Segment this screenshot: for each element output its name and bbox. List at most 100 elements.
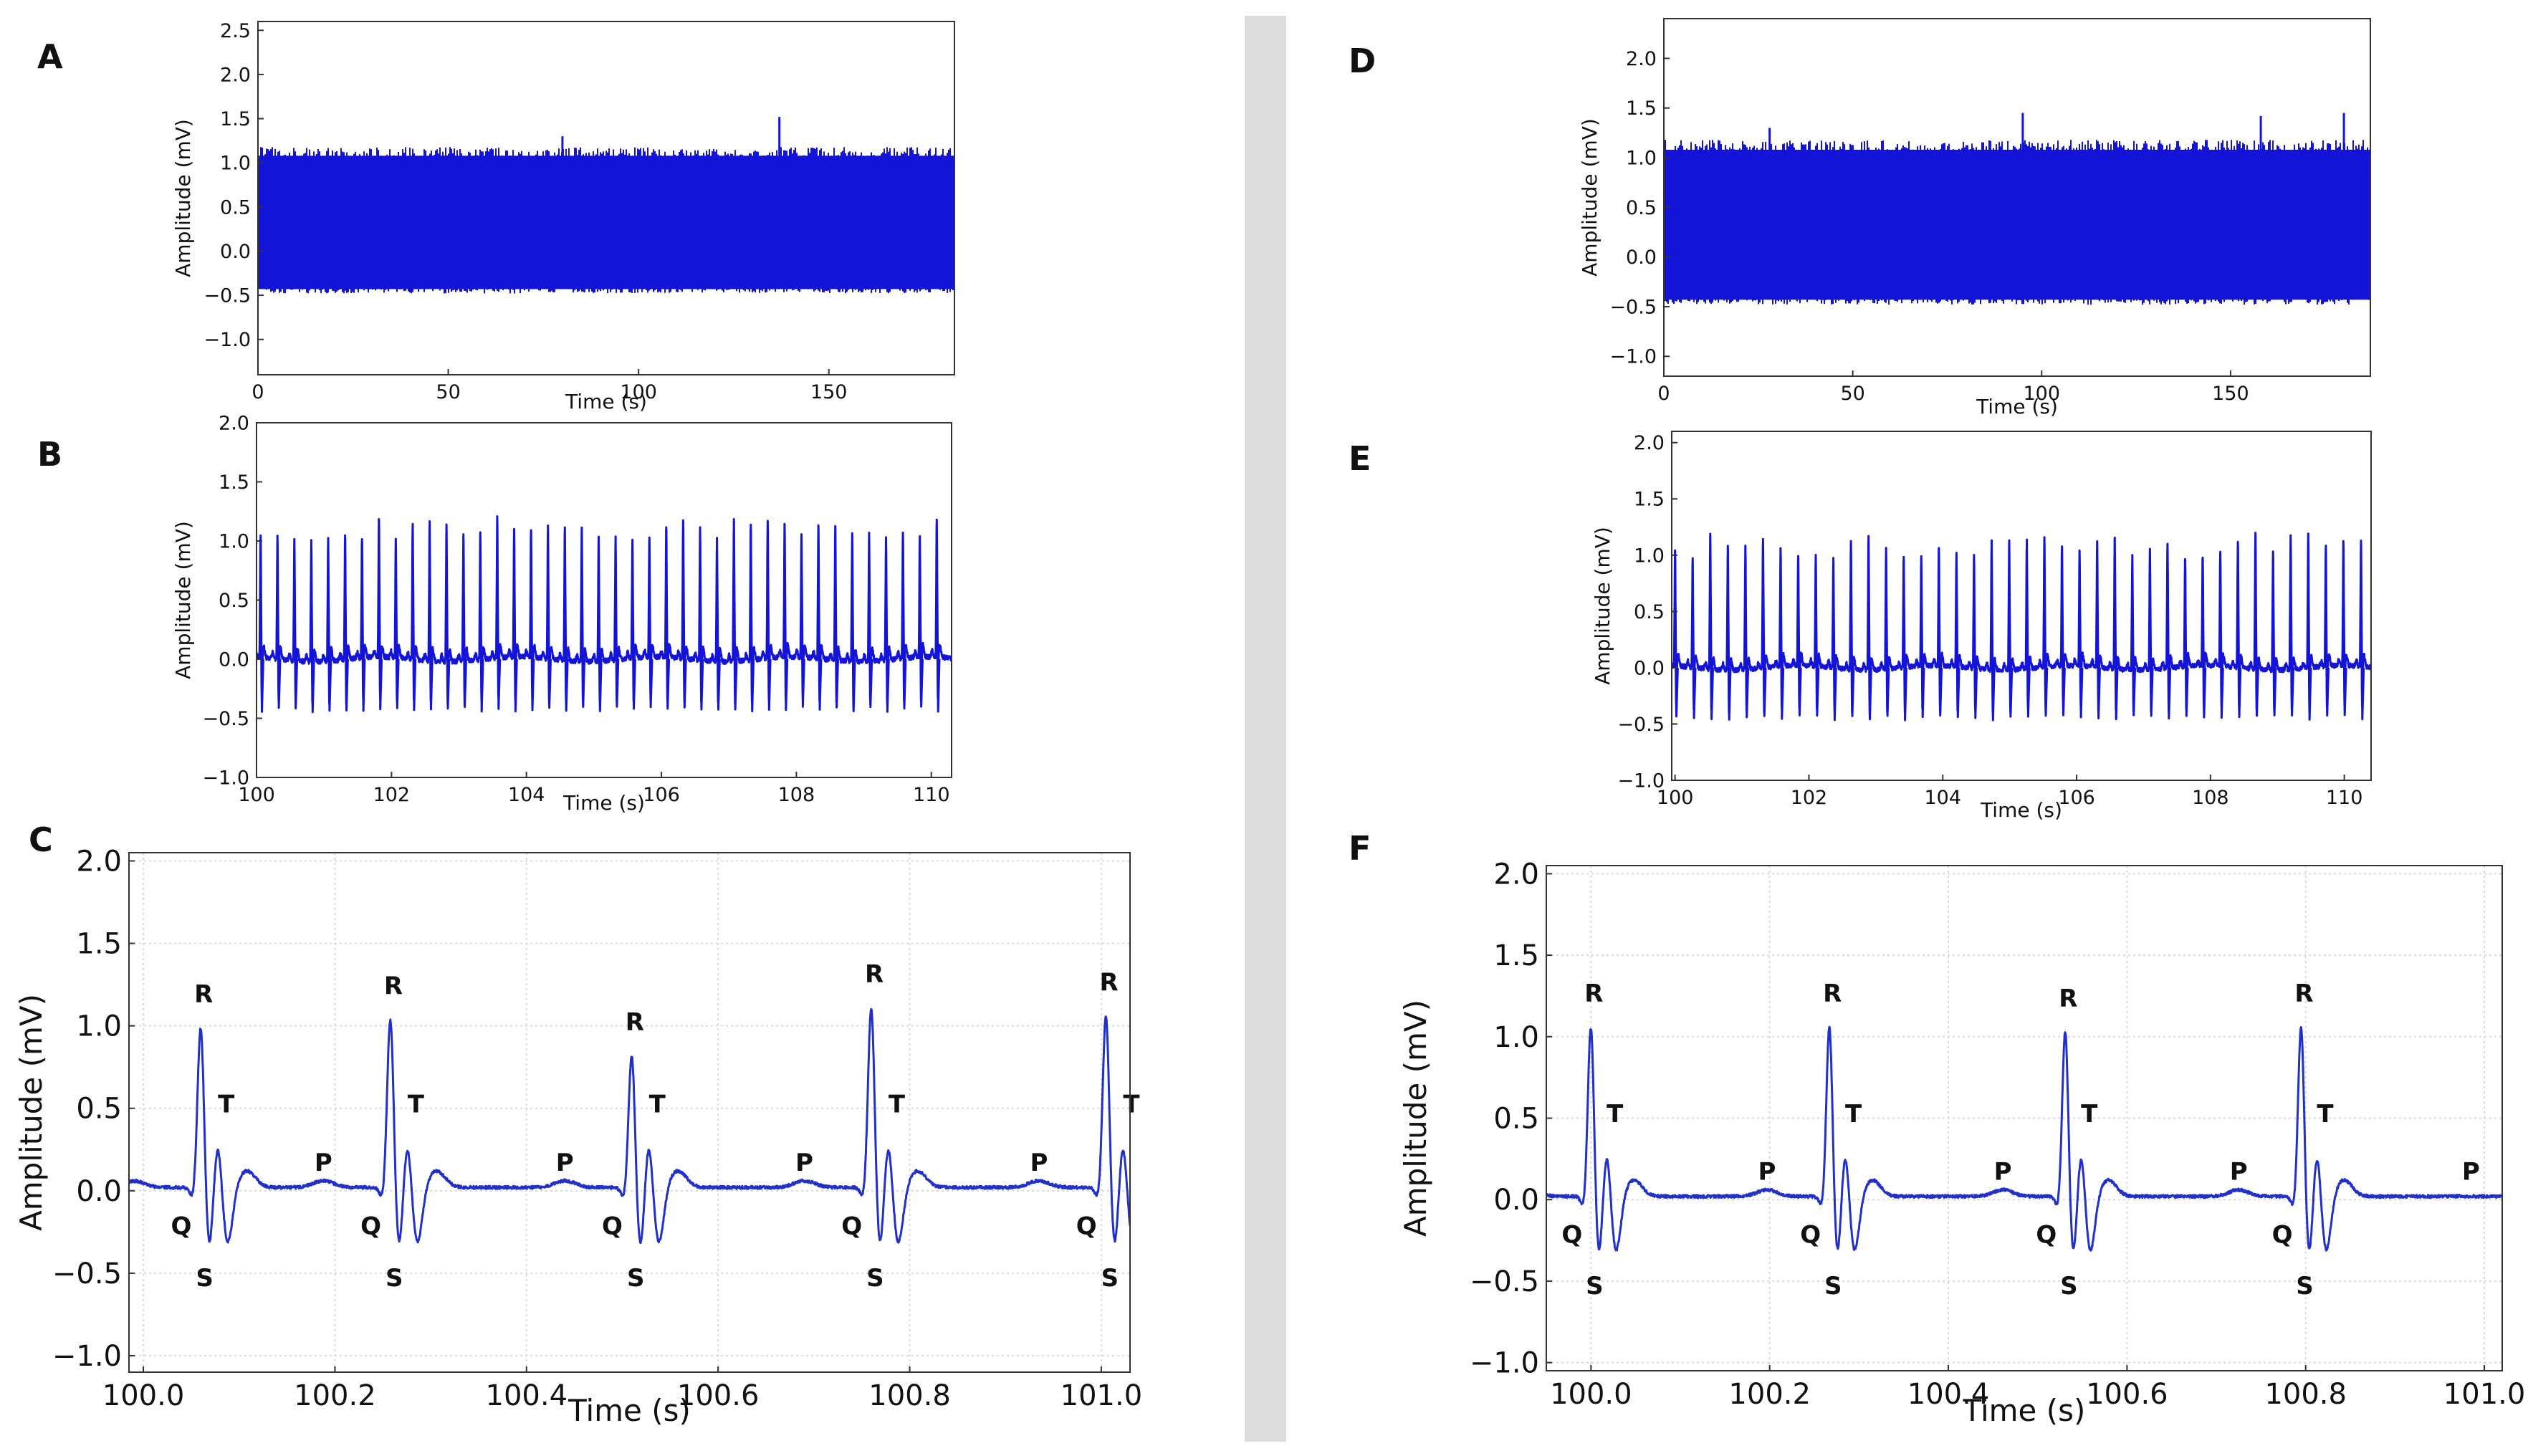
y-tick-label: 0.5 bbox=[76, 1093, 122, 1126]
x-tick-label: 100.6 bbox=[677, 1379, 760, 1412]
peak-label-t: T bbox=[1123, 1091, 1140, 1119]
x-tick-label: 104 bbox=[508, 784, 545, 806]
y-tick-label: 0.5 bbox=[219, 590, 249, 612]
peak-label-t: T bbox=[649, 1091, 666, 1119]
peak-label-p: P bbox=[1030, 1149, 1048, 1177]
ecg-trace-e bbox=[1672, 532, 2371, 722]
x-tick-label: 50 bbox=[436, 381, 460, 403]
peak-label-r: R bbox=[626, 1008, 644, 1037]
y-axis-label: Amplitude (mV) bbox=[1591, 527, 1614, 685]
x-axis-label: Time (s) bbox=[1980, 798, 2062, 822]
x-tick-label: 100.8 bbox=[868, 1379, 951, 1412]
peak-label-q: Q bbox=[1561, 1220, 1582, 1249]
peak-label-p: P bbox=[2230, 1158, 2248, 1187]
peak-label-q: Q bbox=[171, 1212, 191, 1240]
peak-label-t: T bbox=[889, 1091, 906, 1119]
y-tick-label: 1.0 bbox=[220, 153, 251, 175]
y-tick-label: 1.5 bbox=[220, 108, 251, 130]
x-tick-label: 0 bbox=[252, 381, 264, 403]
peak-label-s: S bbox=[2060, 1272, 2078, 1301]
peak-label-s: S bbox=[1824, 1272, 1842, 1301]
x-tick-label: 100 bbox=[2023, 383, 2060, 405]
x-axis-label: Time (s) bbox=[562, 791, 645, 815]
y-tick-label: −0.5 bbox=[204, 285, 251, 307]
x-tick-label: 150 bbox=[810, 381, 848, 403]
peak-label-t: T bbox=[1607, 1100, 1624, 1129]
x-axis-label: Time (s) bbox=[568, 1393, 691, 1428]
peak-label-q: Q bbox=[1076, 1212, 1097, 1240]
y-tick-label: 1.5 bbox=[1634, 489, 1665, 511]
y-tick-label: 0.5 bbox=[1626, 197, 1657, 219]
x-tick-label: 101.0 bbox=[1060, 1379, 1143, 1412]
y-axis-label: Amplitude (mV) bbox=[171, 521, 195, 679]
y-tick-label: 1.0 bbox=[219, 530, 249, 552]
y-tick-label: 1.5 bbox=[1493, 939, 1539, 972]
peak-label-r: R bbox=[1099, 969, 1118, 997]
peak-label-q: Q bbox=[360, 1212, 381, 1240]
y-axis-label: Amplitude (mV) bbox=[1578, 118, 1601, 277]
ecg-trace-d bbox=[1664, 140, 2370, 305]
ecg-trace-a bbox=[258, 147, 954, 294]
panel-divider bbox=[1245, 16, 1286, 1442]
x-tick-label: 100.2 bbox=[1728, 1378, 1811, 1411]
y-tick-label: 1.0 bbox=[1626, 148, 1657, 170]
x-tick-label: 102 bbox=[1791, 787, 1828, 809]
plot-frame bbox=[1671, 431, 2372, 781]
y-tick-label: 2.0 bbox=[76, 846, 122, 878]
peak-label-p: P bbox=[1994, 1158, 2012, 1187]
x-tick-label: 150 bbox=[2212, 383, 2249, 405]
peak-label-s: S bbox=[196, 1264, 214, 1293]
x-tick-label: 100 bbox=[620, 381, 657, 403]
x-tick-label: 104 bbox=[1924, 787, 1961, 809]
y-tick-label: −1.0 bbox=[1470, 1347, 1539, 1380]
x-tick-label: 102 bbox=[373, 784, 411, 806]
peak-label-r: R bbox=[2059, 985, 2077, 1013]
peak-label-q: Q bbox=[2036, 1220, 2057, 1249]
peak-label-r: R bbox=[194, 980, 213, 1009]
x-tick-label: 108 bbox=[2192, 787, 2229, 809]
peak-label-p: P bbox=[795, 1149, 813, 1177]
peak-label-q: Q bbox=[602, 1212, 623, 1240]
peak-label-r: R bbox=[384, 972, 403, 1000]
peak-label-q: Q bbox=[841, 1212, 862, 1240]
y-tick-label: 2.0 bbox=[1626, 48, 1657, 70]
y-tick-label: 2.0 bbox=[219, 412, 249, 434]
y-tick-label: 1.5 bbox=[219, 471, 249, 494]
x-tick-label: 100.0 bbox=[1550, 1378, 1632, 1411]
x-tick-label: 110 bbox=[2326, 787, 2363, 809]
panel-label-b: B bbox=[37, 435, 63, 474]
x-tick-label: 100 bbox=[238, 784, 275, 806]
y-tick-label: −0.5 bbox=[202, 708, 249, 730]
peak-label-t: T bbox=[408, 1091, 425, 1119]
ecg-trace-f bbox=[1546, 1025, 2502, 1252]
x-axis-label: Time (s) bbox=[1976, 395, 2058, 418]
y-tick-label: 0.0 bbox=[76, 1175, 122, 1208]
x-tick-label: 106 bbox=[643, 784, 680, 806]
x-tick-label: 108 bbox=[778, 784, 815, 806]
panel-label-f: F bbox=[1349, 829, 1371, 868]
y-tick-label: 2.0 bbox=[1634, 432, 1665, 454]
panel-label-e: E bbox=[1349, 439, 1371, 478]
y-tick-label: 0.5 bbox=[220, 196, 251, 219]
y-tick-label: 0.0 bbox=[1626, 246, 1657, 269]
peak-label-p: P bbox=[1758, 1158, 1776, 1187]
y-tick-label: 0.5 bbox=[1634, 601, 1665, 623]
y-tick-label: −0.5 bbox=[52, 1258, 122, 1290]
y-axis-label: Amplitude (mV) bbox=[1398, 1000, 1433, 1237]
x-tick-label: 100 bbox=[1657, 787, 1694, 809]
y-tick-label: 2.0 bbox=[220, 64, 251, 86]
x-tick-label: 100.0 bbox=[102, 1379, 185, 1412]
y-tick-label: −1.0 bbox=[1609, 346, 1657, 368]
peak-label-r: R bbox=[865, 960, 884, 989]
y-tick-label: −0.5 bbox=[1470, 1265, 1539, 1298]
peak-label-r: R bbox=[2294, 980, 2313, 1008]
y-tick-label: −1.0 bbox=[204, 329, 251, 351]
peak-label-s: S bbox=[386, 1264, 403, 1293]
y-tick-label: 1.0 bbox=[76, 1010, 122, 1043]
y-tick-label: 2.0 bbox=[1493, 858, 1539, 891]
plot-frame bbox=[128, 852, 1131, 1373]
